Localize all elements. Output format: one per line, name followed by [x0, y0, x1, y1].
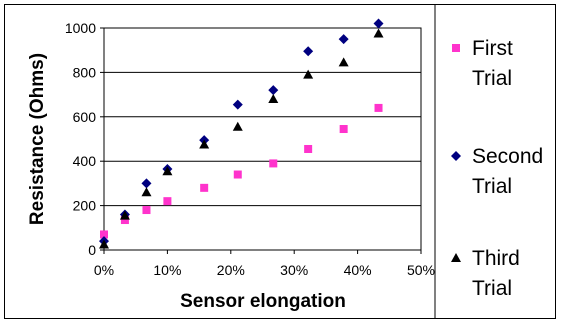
data-point-triangle [119, 210, 130, 220]
data-point-triangle [99, 239, 109, 249]
legend-label: Second [472, 145, 543, 168]
y-tick-label: 0 [88, 242, 96, 258]
data-point-square [233, 170, 242, 179]
y-tick-label: 600 [73, 109, 97, 125]
legend-label: Trial [472, 175, 512, 198]
data-point-square [200, 183, 209, 192]
x-axis-title: Sensor elongation [180, 291, 346, 312]
data-point-square [374, 103, 383, 112]
axis-ticks: 0 200 400 600 800 1000 0% 10% 20% 30% 40% 50% [65, 20, 435, 278]
x-tick-label: 10% [153, 262, 181, 278]
legend-marker-square [452, 44, 460, 52]
data-point-triangle [303, 69, 314, 79]
legend-marker-triangle [451, 253, 461, 262]
legend-label: Trial [472, 277, 512, 300]
data-point-square [304, 144, 313, 153]
data-point-triangle [373, 28, 384, 38]
legend: First Trial Second Trial Third Trial [451, 37, 543, 300]
data-point-triangle [199, 139, 210, 149]
y-axis-title: Resistance (Ohms) [27, 53, 48, 225]
data-point-square [100, 230, 108, 239]
data-point-square [163, 197, 172, 206]
gridlines [104, 71, 421, 207]
legend-label: Trial [472, 67, 512, 90]
plot-area [103, 27, 422, 251]
data-point-square [339, 125, 348, 134]
data-point-diamond [141, 178, 152, 189]
y-tick-label: 400 [73, 153, 97, 169]
data-point-diamond [303, 46, 314, 57]
data-point-square [142, 206, 151, 215]
data-point-triangle [162, 166, 173, 176]
data-point-diamond [268, 85, 279, 96]
legend-label: Third [472, 247, 520, 270]
data-point-square [269, 159, 278, 168]
x-tick-label: 30% [280, 262, 308, 278]
x-tick-label: 50% [407, 262, 435, 278]
data-points [99, 18, 384, 249]
legend-marker-diamond [451, 151, 461, 161]
x-tick-label: 0% [94, 262, 114, 278]
data-point-diamond [373, 18, 384, 29]
x-tick-label: 20% [217, 262, 245, 278]
data-point-triangle [268, 94, 279, 104]
data-point-square [120, 216, 129, 225]
data-point-diamond [338, 34, 349, 45]
y-tick-label: 800 [73, 64, 97, 80]
data-point-triangle [141, 187, 152, 197]
legend-label: First [472, 37, 513, 60]
y-tick-label: 1000 [65, 20, 96, 36]
x-tick-label: 40% [344, 262, 372, 278]
data-point-diamond [232, 99, 243, 110]
data-point-triangle [232, 121, 243, 131]
data-point-triangle [338, 57, 349, 67]
y-tick-label: 200 [73, 198, 97, 214]
